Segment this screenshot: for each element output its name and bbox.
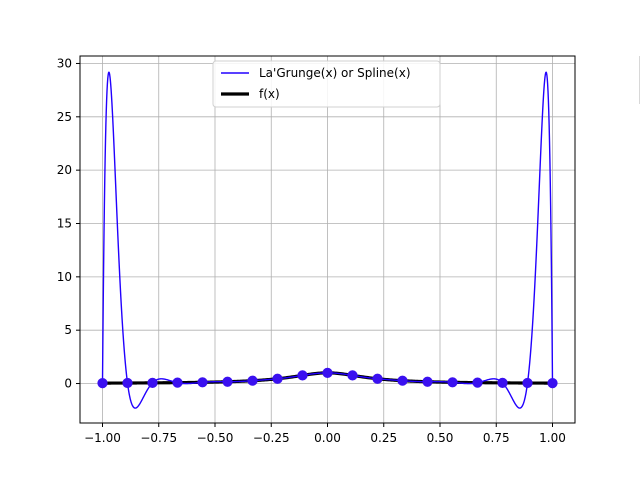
node-marker (222, 376, 233, 387)
node-marker (547, 378, 558, 389)
y-tick-label: 0 (64, 377, 72, 391)
node-marker (372, 373, 383, 384)
node-marker (147, 377, 158, 388)
grid (80, 56, 575, 423)
y-tick-label: 10 (57, 270, 72, 284)
node-marker (447, 377, 458, 388)
y-tick-label: 30 (57, 56, 72, 70)
node-marker (422, 376, 433, 387)
x-tick-label: 0.00 (314, 431, 341, 445)
node-marker (497, 377, 508, 388)
node-marker (122, 377, 133, 389)
plot-area (97, 71, 558, 409)
node-marker (297, 370, 308, 381)
y-tick-label: 5 (64, 323, 72, 337)
x-tick-label: 1.00 (539, 431, 566, 445)
node-marker (522, 377, 533, 389)
legend: La'Grunge(x) or Spline(x) f(x) (212, 60, 441, 108)
node-marker (272, 373, 283, 384)
node-marker (472, 377, 483, 388)
legend-label-fx: f(x) (259, 87, 280, 101)
ticks: −1.00 −0.75 −0.50 −0.25 0.00 0.25 0.50 0.75 1.00… (57, 56, 566, 445)
x-tick-label: −0.25 (253, 431, 290, 445)
y-tick-label: 15 (57, 216, 72, 230)
legend-label-interpolant: La'Grunge(x) or Spline(x) (259, 66, 411, 80)
y-tick-label: 25 (57, 110, 72, 124)
x-tick-label: −0.75 (140, 431, 177, 445)
node-marker (347, 370, 358, 381)
node-marker (172, 377, 183, 388)
node-marker (247, 375, 258, 386)
legend-box (212, 60, 441, 108)
y-tick-label: 20 (57, 163, 72, 177)
x-tick-label: 0.50 (427, 431, 454, 445)
x-tick-label: 0.25 (370, 431, 397, 445)
x-tick-label: 0.75 (483, 431, 510, 445)
series-layer (97, 71, 558, 409)
node-marker (97, 378, 108, 389)
node-marker (322, 367, 333, 378)
x-tick-label: −1.00 (84, 431, 121, 445)
node-marker (397, 375, 408, 386)
node-marker (197, 377, 208, 388)
x-tick-label: −0.50 (197, 431, 234, 445)
